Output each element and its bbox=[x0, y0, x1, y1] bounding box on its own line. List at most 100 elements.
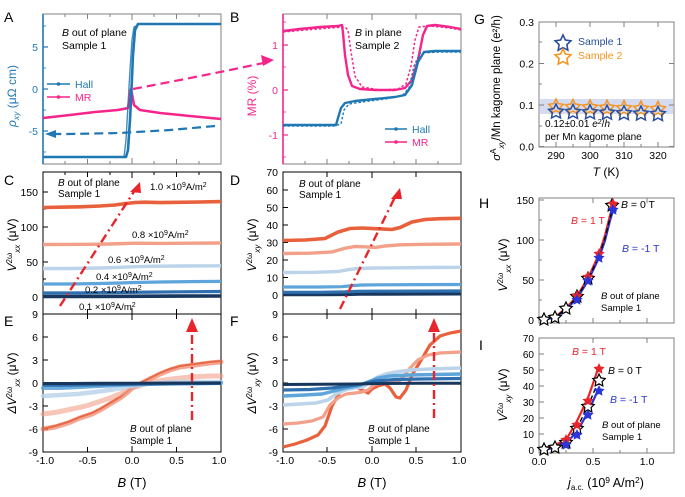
panel-i-ytick-0: 70 bbox=[523, 334, 535, 345]
panel-f-curve-0p8 bbox=[282, 350, 462, 426]
panel-e-ytick-0: 9 bbox=[32, 309, 38, 321]
panel-i-xtick-2: 1.0 bbox=[640, 456, 655, 468]
panel-i-ylabel-main: V bbox=[496, 412, 510, 421]
panel-e-ylabel-sub: xx bbox=[13, 378, 22, 388]
svg-text:ρxy (μΩ cm): ρxy (μΩ cm) bbox=[5, 65, 21, 128]
panel-f-ylabel-sub: xy bbox=[253, 378, 262, 388]
panel-c-label-0p4: 0.4 ×109A/m2 bbox=[96, 272, 153, 283]
panel-f-ytick-1: 6 bbox=[272, 332, 278, 344]
panel-d-ytick-4: 30 bbox=[266, 238, 278, 250]
panel-d-ytick-5: 20 bbox=[266, 255, 278, 267]
panel-i-xtick-1: 0.5 bbox=[586, 456, 601, 468]
panel-b-legend-hall: Hall bbox=[412, 124, 430, 136]
panel-c-label-0p2: 0.2 ×109A/m2 bbox=[85, 285, 142, 296]
panel-f-xtick-3: 0.5 bbox=[409, 455, 424, 467]
panel-g-ylabel-sup: A bbox=[489, 148, 498, 154]
panel-a-letter: A bbox=[4, 9, 14, 25]
panel-e-ytick-1: 6 bbox=[32, 332, 38, 344]
panel-d-curve-0p8 bbox=[282, 242, 462, 256]
panel-e-band-0p1 bbox=[43, 381, 222, 385]
panel-c-ylabel-sup: 2ω bbox=[5, 253, 14, 264]
panel-b-ytick-1: 0 bbox=[272, 85, 278, 97]
panel-h-ylabel-sub: xx bbox=[504, 264, 513, 274]
panel-e-ytick-6: -9 bbox=[29, 447, 38, 459]
panel-e-band-0p8 bbox=[40, 373, 224, 417]
panel-d-curve-0p1 bbox=[283, 291, 462, 297]
panel-g-ytick-1: 0.2 bbox=[519, 59, 534, 71]
panel-d-ylabel-main: V bbox=[245, 262, 259, 271]
panel-b-xticks bbox=[304, 14, 439, 164]
panel-e-xtick-1: -0.5 bbox=[78, 455, 96, 467]
panel-f-ylabel: ΔV2ωxy (μV) bbox=[245, 352, 262, 414]
panel-b-ylabel-unit: (%) bbox=[245, 76, 259, 98]
panel-b-annotation-1: B in plane bbox=[355, 27, 402, 39]
panel-g-legend-label-s1: Sample 1 bbox=[578, 36, 623, 48]
panel-a-annotation-1: B out of plane bbox=[62, 27, 127, 39]
panel-b-legend-mr: MR bbox=[412, 137, 429, 149]
panel-d-ytick-2: 50 bbox=[266, 203, 278, 215]
panel-h-markers-bm1 bbox=[571, 204, 619, 305]
panel-i-annotation-2: Sample 1 bbox=[602, 432, 642, 443]
panel-b-yminor bbox=[283, 21, 286, 158]
panel-d-annotation-2: Sample 1 bbox=[299, 190, 342, 201]
panel-c-red-arrowhead bbox=[130, 182, 141, 193]
panel-d-ytick-6: 10 bbox=[266, 273, 278, 285]
panel-e-xticks bbox=[87, 314, 177, 452]
panel-i-label-bm1: B = -1 T bbox=[610, 394, 648, 406]
panel-c-ytick-3: 0 bbox=[32, 292, 38, 304]
panel-g-ytick-2: 0.1 bbox=[519, 100, 534, 112]
panel-c-red-arrow bbox=[58, 189, 137, 307]
panel-c: C 150 100 50 0 V2ωxx (μV) B out of bbox=[4, 171, 222, 315]
panel-b-legend: Hall MR bbox=[385, 124, 430, 149]
panel-g-data-sample2 bbox=[547, 97, 667, 117]
panel-b-hall-curve-2 bbox=[283, 51, 461, 127]
panel-c-ytick-1: 100 bbox=[20, 222, 38, 234]
panel-e-ytick-5: -6 bbox=[29, 424, 38, 436]
panel-i-ylabel-unit: (μV) bbox=[496, 369, 510, 395]
panel-d-annotation-1: B out of plane bbox=[299, 179, 361, 190]
panel-f-ytick-3: 0 bbox=[272, 378, 278, 390]
panel-d-ytick-0: 70 bbox=[266, 167, 278, 179]
panel-d-curve-0p6 bbox=[282, 265, 462, 275]
panel-c-curve-0p8 bbox=[42, 241, 222, 247]
panel-i-frame bbox=[538, 337, 675, 454]
panel-b-ytick-marks bbox=[283, 44, 288, 136]
panel-d-red-arrowhead bbox=[391, 188, 402, 199]
panel-i-annotation-1: B out of plane bbox=[602, 420, 661, 431]
panel-h-annotation-2: Sample 1 bbox=[601, 303, 641, 314]
panel-g-note-1: 0.12±0.01 e2/h bbox=[545, 119, 610, 130]
panel-i-markers-bm1 bbox=[560, 385, 605, 450]
svg-text:V2ωxy (μV): V2ωxy (μV) bbox=[496, 369, 513, 422]
panel-i-ytick-5: 20 bbox=[523, 414, 535, 425]
panel-c-curve-0p2 bbox=[43, 289, 222, 295]
panel-i-xtick-0: 0.0 bbox=[532, 456, 547, 468]
panel-f-xtick-1: -0.5 bbox=[318, 455, 336, 467]
panel-e: E 9 6 3 0 -3 -6 -9 -1.0 -0.5 0.0 0.5 1.0… bbox=[4, 309, 226, 490]
panel-i-label-b0: B = 0 T bbox=[608, 365, 643, 377]
panel-c-ytick-0: 150 bbox=[20, 187, 38, 199]
panel-h-ytick-1: 100 bbox=[516, 235, 534, 247]
panel-c-curve-0p6 bbox=[43, 264, 222, 271]
panel-c-ytick-2: 50 bbox=[26, 257, 38, 269]
panel-i-label-bp1: B = 1 T bbox=[572, 346, 607, 358]
panel-i: I 70 60 50 40 30 20 10 0 0.0 0.5 1.0 V2ω… bbox=[479, 334, 675, 492]
panel-g-ylabel-rest: /Mn kagome plane (e²/h) bbox=[491, 15, 503, 140]
panel-a: A 5 0 -5 ρxy ( bbox=[4, 9, 274, 165]
panel-a-yminor bbox=[43, 25, 46, 153]
panel-g-ylabel-sigma: σ bbox=[491, 153, 503, 161]
panel-h-ylabel: V2ωxx (μV) bbox=[496, 239, 513, 292]
panel-c-curve-1p0 bbox=[42, 199, 222, 210]
panel-i-letter: I bbox=[479, 337, 483, 353]
panel-f: F 9 6 3 0 -3 -6 -9 -1.0 -0.5 0.0 0.5 1.0… bbox=[230, 309, 466, 490]
panel-f-ytick-0: 9 bbox=[272, 309, 278, 321]
panel-e-annotation-1: B out of plane bbox=[130, 424, 192, 435]
panel-a-pink-arrowhead bbox=[261, 55, 274, 66]
panel-i-ytick-4: 30 bbox=[523, 398, 535, 409]
svg-text:V2ωxx (μV): V2ωxx (μV) bbox=[5, 219, 22, 272]
panel-c-xticks bbox=[64, 172, 200, 314]
panel-c-letter: C bbox=[4, 172, 14, 188]
panel-h-label-bp1: B = 1 T bbox=[571, 215, 606, 227]
panel-f-curve-0p1 bbox=[282, 381, 462, 386]
panel-c-ylabel-sub: xx bbox=[13, 244, 22, 254]
panel-d-letter: D bbox=[230, 172, 240, 188]
